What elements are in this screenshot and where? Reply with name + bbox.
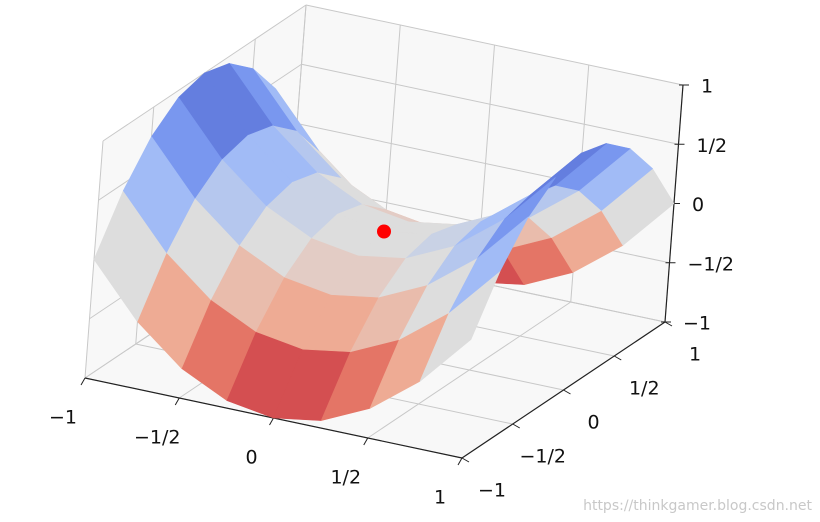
grid-line bbox=[305, 4, 684, 86]
y-tick-label: −1/2 bbox=[520, 446, 567, 468]
y-tick-label: 1/2 bbox=[629, 378, 660, 400]
x-tick-label: 1 bbox=[434, 487, 446, 509]
x-tick-label: 1/2 bbox=[330, 467, 361, 489]
z-tick-label: −1 bbox=[683, 313, 711, 335]
y-tick bbox=[563, 389, 571, 395]
x-tick bbox=[269, 417, 274, 426]
x-tick-label: 0 bbox=[245, 447, 257, 469]
y-tick bbox=[664, 321, 673, 327]
x-tick-label: −1/2 bbox=[134, 427, 181, 449]
y-tick bbox=[614, 355, 622, 361]
point bbox=[377, 224, 391, 239]
y-tick bbox=[461, 457, 470, 463]
z-tick-label: 0 bbox=[692, 194, 704, 216]
z-tick-label: 1/2 bbox=[697, 135, 728, 157]
x-tick bbox=[174, 397, 180, 406]
x-tick-label: −1 bbox=[49, 407, 77, 429]
z-tick-label: 1 bbox=[701, 76, 713, 98]
y-tick-label: −1 bbox=[478, 480, 506, 502]
y-tick bbox=[512, 423, 520, 429]
x-tick bbox=[80, 377, 86, 386]
surface-face bbox=[122, 136, 196, 254]
grid-line bbox=[301, 63, 679, 145]
y-tick-label: 1 bbox=[689, 344, 701, 366]
x-tick bbox=[457, 457, 463, 466]
x-tick bbox=[363, 437, 369, 446]
watermark: https://thinkgamer.blog.csdn.net bbox=[583, 498, 812, 514]
z-tick-label: −1/2 bbox=[688, 253, 735, 275]
y-tick-label: 0 bbox=[587, 412, 599, 434]
surface-face bbox=[448, 216, 529, 313]
